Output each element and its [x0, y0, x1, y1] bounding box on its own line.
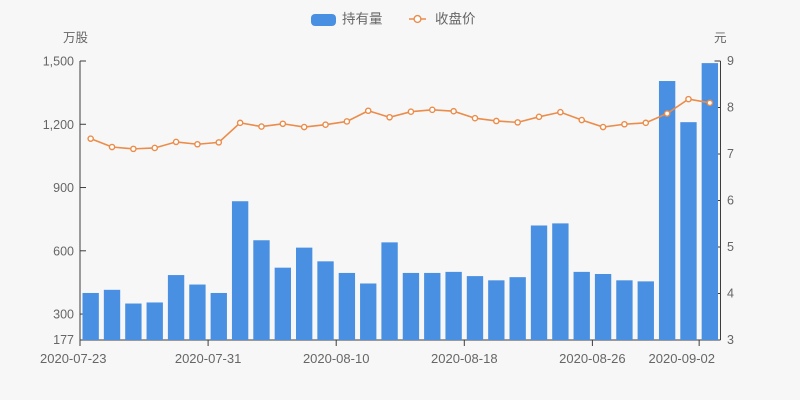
svg-text:600: 600 [53, 244, 74, 258]
svg-text:收盘价: 收盘价 [435, 11, 476, 27]
svg-text:2020-08-26: 2020-08-26 [559, 351, 626, 366]
svg-text:持有量: 持有量 [342, 12, 383, 27]
svg-text:2020-07-31: 2020-07-31 [175, 351, 242, 366]
svg-text:万股: 万股 [63, 31, 89, 45]
svg-text:5: 5 [727, 240, 734, 254]
svg-text:2020-08-10: 2020-08-10 [303, 351, 370, 366]
svg-text:8: 8 [727, 101, 734, 115]
svg-text:4: 4 [727, 287, 734, 301]
svg-text:2020-09-02: 2020-09-02 [649, 351, 716, 366]
svg-text:177: 177 [53, 333, 74, 347]
svg-text:2020-07-23: 2020-07-23 [40, 351, 107, 366]
svg-text:元: 元 [714, 31, 727, 45]
svg-text:9: 9 [727, 54, 734, 68]
svg-text:900: 900 [53, 181, 74, 195]
svg-text:1,200: 1,200 [43, 118, 74, 132]
svg-text:2020-08-18: 2020-08-18 [431, 351, 498, 366]
svg-text:6: 6 [727, 194, 734, 208]
svg-text:1,500: 1,500 [43, 55, 74, 69]
svg-text:3: 3 [727, 333, 734, 347]
svg-text:7: 7 [727, 147, 734, 161]
svg-text:300: 300 [53, 308, 74, 322]
